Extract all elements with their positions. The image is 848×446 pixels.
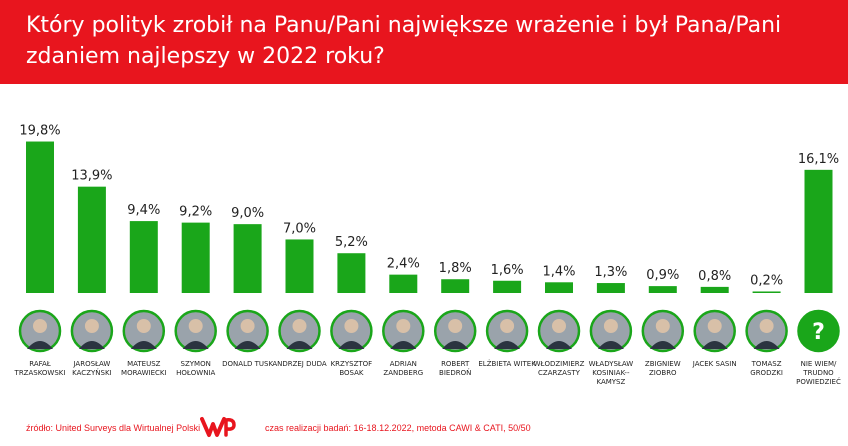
person-body-icon (494, 341, 521, 349)
person-body-icon (546, 341, 572, 349)
category-label-3: SZYMON HOŁOWNIA (176, 360, 216, 377)
person-head-icon (344, 319, 359, 333)
person-head-icon (84, 319, 99, 333)
person-head-icon (759, 319, 774, 333)
value-label-2: 9,4% (127, 203, 160, 218)
dont-know-icon (797, 309, 840, 353)
bar-1 (77, 186, 106, 293)
category-label-5: ANDRZEJ DUDA (272, 360, 327, 368)
bar-13 (700, 286, 729, 293)
bar-4 (233, 224, 262, 293)
survey-method-note: czas realizacji badań: 16-18.12.2022, me… (265, 423, 531, 433)
person-body-icon (390, 341, 417, 349)
bar-7 (389, 274, 418, 293)
bar-11 (596, 283, 625, 293)
person-body-icon (286, 341, 313, 349)
value-label-0: 19,8% (19, 124, 60, 139)
person-head-icon (603, 319, 618, 333)
category-label-6: KRZYSZTOF BOSAK (330, 360, 373, 377)
person-body-icon (338, 341, 365, 349)
person-body-icon (234, 341, 261, 349)
value-label-4: 9,0% (231, 206, 264, 221)
person-head-icon (707, 319, 722, 333)
category-label-1: JAROSŁAW KACZYŃSKI (72, 360, 112, 377)
question-mark: ? (812, 320, 825, 345)
value-label-3: 9,2% (179, 205, 212, 220)
bar-9 (493, 280, 522, 293)
category-label-0: RAFAŁ TRZASKOWSKI (14, 360, 66, 377)
bar-chart: 19,8% 13,9% 9,4% 9,2% 9,0% 7,0% 5,2% 2,4% 1,8% 1,… (18, 124, 840, 353)
person-head-icon (396, 319, 411, 333)
person-body-icon (78, 341, 105, 349)
person-head-icon (188, 319, 203, 333)
value-label-15: 16,1% (798, 152, 839, 167)
category-label-7: ADRIAN ZANDBERG (383, 360, 424, 377)
person-body-icon (753, 341, 780, 349)
bar-14 (752, 291, 781, 293)
category-labels: RAFAŁ TRZASKOWSKI JAROSŁAW KACZYŃSKI MATEU… (0, 360, 848, 410)
person-head-icon (655, 319, 670, 333)
category-label-10: WŁODZIMIERZ CZARZASTY (533, 360, 585, 377)
person-head-icon (240, 319, 255, 333)
footer: źródło: United Surveys dla Wirtualnej Po… (0, 408, 848, 446)
bar-10 (545, 282, 573, 293)
category-label-12: ZBIGNIEW ZIOBRO (644, 360, 681, 377)
category-label-11: WŁADYSŁAW KOSINIAK--KAMYSZ (588, 360, 634, 386)
bar-3 (181, 222, 210, 293)
person-body-icon (27, 341, 53, 349)
bar-0 (26, 141, 54, 293)
value-label-7: 2,4% (387, 257, 420, 272)
category-label-8: ROBERT BIEDROŃ (439, 360, 472, 377)
bar-8 (441, 279, 470, 293)
person-body-icon (182, 341, 209, 349)
person-body-icon (701, 341, 728, 349)
value-label-8: 1,8% (439, 261, 472, 276)
bar-15 (804, 169, 833, 293)
bar-12 (648, 286, 677, 293)
wp-logo (200, 417, 236, 437)
category-label-4: DONALD TUSK (222, 360, 274, 368)
person-head-icon (33, 319, 47, 333)
source-note: źródło: United Surveys dla Wirtualnej Po… (26, 423, 201, 433)
value-label-13: 0,8% (698, 269, 731, 284)
category-label-15: NIE WIEM/ TRUDNO POWIEDZIEĆ (796, 360, 841, 386)
category-label-13: JACEK SASIN (692, 360, 737, 368)
header-banner: Który polityk zrobił na Panu/Pani najwię… (0, 0, 848, 84)
value-label-5: 7,0% (283, 221, 316, 236)
value-label-11: 1,3% (594, 265, 627, 280)
bar-5 (285, 239, 314, 293)
category-label-14: TOMASZ GRODZKI (750, 360, 783, 377)
value-label-1: 13,9% (71, 169, 112, 184)
chart-title: Który polityk zrobił na Panu/Pani najwię… (26, 13, 782, 69)
bar-2 (129, 221, 158, 293)
bar-6 (337, 253, 366, 293)
person-body-icon (597, 341, 624, 349)
value-label-10: 1,4% (542, 264, 575, 279)
person-head-icon (292, 319, 307, 333)
category-label-2: MATEUSZ MORAWIECKI (121, 360, 167, 377)
value-label-14: 0,2% (750, 273, 783, 288)
person-head-icon (448, 319, 463, 333)
person-head-icon (136, 319, 151, 333)
value-label-6: 5,2% (335, 235, 368, 250)
person-head-icon (500, 319, 515, 333)
person-body-icon (130, 341, 157, 349)
category-label-9: ELŻBIETA WITEK (478, 360, 536, 368)
value-label-9: 1,6% (491, 263, 524, 278)
person-body-icon (442, 341, 469, 349)
value-label-12: 0,9% (646, 268, 679, 283)
person-head-icon (552, 319, 566, 333)
person-body-icon (649, 341, 676, 349)
